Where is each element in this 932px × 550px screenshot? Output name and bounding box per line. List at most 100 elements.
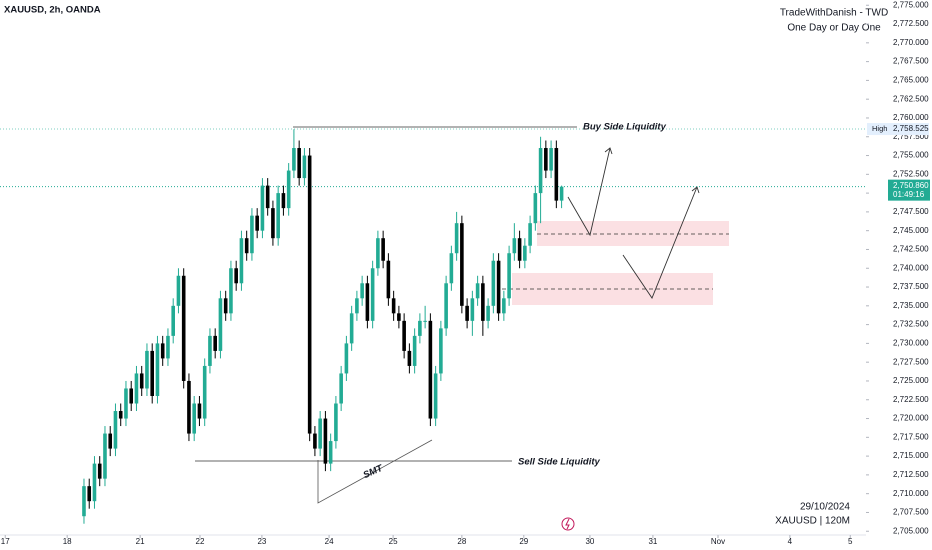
arrow — [622, 186, 698, 299]
watermark: TradeWithDanish - TWD — [780, 8, 888, 19]
body — [454, 223, 459, 254]
y-tick-label: 2,767.500 — [893, 57, 929, 66]
body — [234, 268, 238, 284]
y-tick-label: 2,742.500 — [893, 245, 929, 254]
body — [433, 373, 438, 419]
body — [349, 313, 354, 344]
body — [166, 335, 170, 359]
footer: 29/10/2024 — [800, 502, 850, 513]
y-tick-label: 2,727.500 — [893, 357, 929, 366]
body — [297, 148, 301, 179]
body — [307, 155, 312, 434]
arrowhead — [604, 147, 613, 155]
y-tick-label: 2,717.500 — [893, 432, 929, 441]
x-tick-label: 5 — [848, 537, 853, 546]
body — [134, 373, 139, 404]
y-tick-label: 2,725.000 — [893, 376, 929, 385]
body — [554, 148, 559, 201]
y-tick-label: 2,755.000 — [893, 151, 929, 160]
last-price-label: 2,750.860 — [893, 181, 929, 190]
x-tick-label: 31 — [648, 537, 657, 546]
arrow — [567, 147, 611, 237]
body — [229, 268, 233, 314]
y-tick-label: 2,730.000 — [893, 339, 929, 348]
smt-line — [317, 439, 433, 504]
body — [360, 283, 364, 299]
high-tag: High — [872, 124, 887, 133]
body — [481, 283, 485, 321]
annotations — [0, 126, 866, 504]
y-tick-label: 2,720.000 — [893, 414, 929, 423]
y-tick-label: 2,770.000 — [893, 38, 929, 47]
y-tick-label: 2,747.500 — [893, 207, 929, 216]
body — [355, 298, 359, 314]
body — [265, 185, 270, 209]
body — [160, 343, 165, 359]
body — [491, 260, 496, 306]
y-tick-label: 2,765.000 — [893, 76, 929, 85]
body — [281, 193, 286, 209]
body — [276, 193, 280, 239]
body — [239, 238, 244, 284]
y-tick-label: 2,710.000 — [893, 489, 929, 498]
body — [496, 260, 501, 314]
zone — [537, 221, 729, 246]
x-tick-label: 25 — [389, 537, 398, 546]
last-price-box — [888, 179, 930, 201]
x-tick-label: 30 — [585, 537, 594, 546]
x-tick-label: 28 — [457, 537, 466, 546]
body — [397, 313, 401, 321]
annotation: Buy Side Liquidity — [583, 122, 667, 133]
body — [250, 215, 254, 254]
y-tick-label: 2,732.500 — [893, 320, 929, 329]
price-axis — [866, 0, 932, 535]
y-tick-label: 2,752.500 — [893, 169, 929, 178]
body — [97, 463, 102, 479]
body — [407, 350, 412, 366]
high-box — [867, 123, 929, 136]
body — [202, 365, 207, 419]
body — [512, 238, 517, 254]
candles — [82, 129, 564, 524]
body — [544, 148, 548, 171]
high-label: 2,758.525 — [893, 124, 929, 133]
y-tick-label: 2,715.000 — [893, 451, 929, 460]
body — [92, 463, 97, 502]
body — [365, 283, 370, 321]
body — [449, 253, 454, 284]
body — [118, 411, 123, 419]
y-tick-label: 2,745.000 — [893, 226, 929, 235]
annotation: Sell Side Liquidity — [518, 457, 601, 468]
x-tick-label: 17 — [1, 537, 10, 546]
body — [87, 486, 92, 502]
y-tick-label: 2,772.500 — [893, 19, 929, 28]
y-tick-label: 2,740.000 — [893, 263, 929, 272]
countdown: 01:49:16 — [893, 190, 925, 199]
x-tick-label: 29 — [519, 537, 528, 546]
body — [517, 238, 522, 261]
body — [439, 328, 443, 374]
x-tick-label: 4 — [788, 537, 793, 546]
x-tick-label: 24 — [325, 537, 334, 546]
body — [523, 245, 527, 261]
body — [328, 441, 333, 464]
body — [218, 298, 223, 351]
body — [386, 260, 391, 299]
body — [391, 298, 396, 314]
body — [423, 320, 427, 322]
body — [302, 155, 307, 179]
body — [507, 253, 511, 299]
body — [344, 343, 349, 374]
x-tick-label: 23 — [257, 537, 266, 546]
body — [192, 403, 196, 434]
body — [139, 373, 144, 389]
x-tick-label: 21 — [136, 537, 145, 546]
body — [538, 148, 543, 194]
body — [412, 335, 417, 366]
body — [444, 283, 448, 329]
body — [155, 343, 160, 396]
body — [286, 170, 291, 209]
body — [150, 350, 155, 396]
body — [208, 335, 212, 366]
event-icon[interactable] — [561, 517, 575, 531]
